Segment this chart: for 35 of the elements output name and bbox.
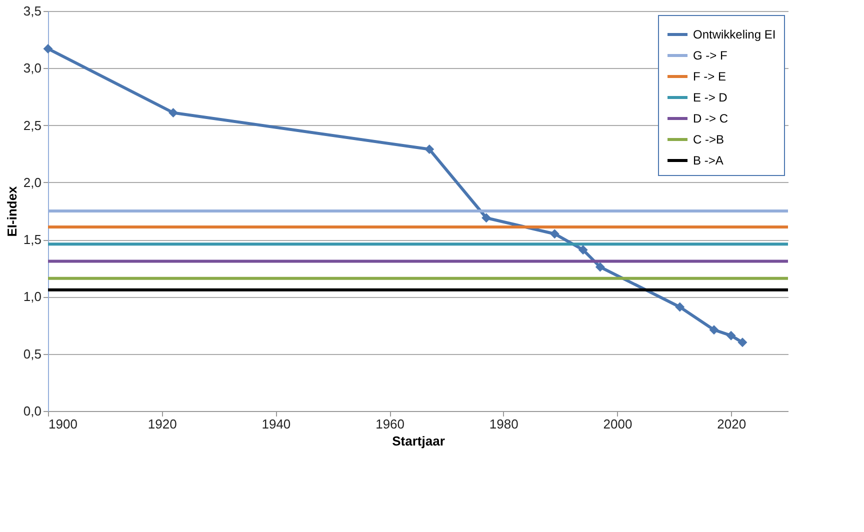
legend-label: G -> F <box>693 48 728 62</box>
x-tick-label: 1920 <box>148 416 177 432</box>
y-axis-title: EI-index <box>4 185 20 237</box>
x-tick-label: 2020 <box>717 416 746 432</box>
point <box>43 44 53 54</box>
y-tick-label: 2,5 <box>23 118 42 133</box>
y-tick-label: 0,5 <box>23 346 42 362</box>
legend-label: Ontwikkeling EI <box>693 28 776 42</box>
x-tick-label: 1940 <box>262 416 291 432</box>
point <box>482 213 492 223</box>
y-tick-label: 1,5 <box>23 232 42 248</box>
point <box>424 144 434 154</box>
legend-label: F -> E <box>693 70 726 84</box>
legend-label: E -> D <box>693 90 728 104</box>
legend-label: B ->A <box>693 154 724 168</box>
x-tick-label: 1980 <box>489 416 518 432</box>
point <box>550 229 560 239</box>
point <box>675 302 685 312</box>
x-tick-label: 1960 <box>376 416 404 432</box>
y-tick-label: 1,0 <box>23 289 42 304</box>
y-tick-label: 3,5 <box>23 4 42 18</box>
legend-label: C ->B <box>693 132 724 146</box>
point <box>595 262 605 272</box>
point <box>726 330 736 340</box>
y-tick-label: 0,0 <box>23 404 42 418</box>
y-tick-label: 2,0 <box>23 174 42 190</box>
x-axis-title: Startjaar <box>392 434 445 448</box>
x-tick-label: 1900 <box>48 416 78 432</box>
x-tick-label: 2000 <box>603 416 632 432</box>
point <box>709 325 719 335</box>
point <box>738 338 748 348</box>
point <box>168 108 178 118</box>
point <box>578 245 588 255</box>
legend-label: D -> C <box>693 112 728 126</box>
y-tick-label: 3,0 <box>23 60 42 76</box>
